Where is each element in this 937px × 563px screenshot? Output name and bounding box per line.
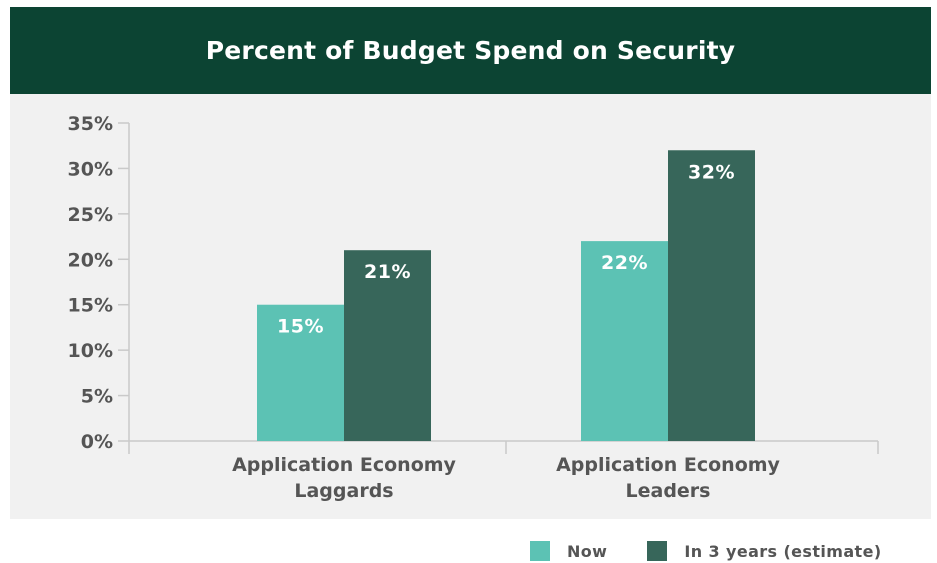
legend-swatch-now — [530, 541, 550, 561]
y-tick-label: 30% — [68, 158, 113, 180]
y-tick-label: 5% — [81, 386, 113, 408]
bar-data-label: 21% — [364, 261, 411, 283]
x-category-label: Leaders — [626, 480, 711, 502]
x-category-label: Application Economy — [232, 454, 456, 476]
y-tick-label: 35% — [68, 113, 113, 135]
y-tick-label: 20% — [68, 249, 113, 271]
legend-swatch-3-years — [647, 541, 668, 561]
bar-data-label: 15% — [277, 316, 324, 338]
chart-title: Percent of Budget Spend on Security — [205, 36, 736, 65]
y-tick-label: 10% — [68, 340, 113, 362]
bar-now — [257, 304, 344, 441]
x-category-label: Application Economy — [556, 454, 780, 476]
legend-item-3-years: In 3 years (estimate) — [647, 541, 881, 561]
chart-panel — [10, 94, 931, 519]
chart-legend: Now In 3 years (estimate) — [530, 541, 882, 561]
legend-item-now: Now — [530, 541, 607, 561]
legend-label-3-years: In 3 years (estimate) — [684, 541, 882, 561]
x-category-label: Laggards — [294, 480, 393, 502]
chart-header: Percent of Budget Spend on Security — [10, 7, 931, 94]
legend-label-now: Now — [567, 541, 608, 561]
bar-3-years — [668, 150, 755, 441]
y-tick-label: 0% — [81, 431, 113, 453]
bar-data-label: 32% — [688, 161, 735, 183]
y-tick-label: 15% — [68, 295, 113, 317]
bar-3-years — [344, 250, 431, 441]
bar-data-label: 22% — [601, 252, 648, 274]
y-tick-label: 25% — [68, 204, 113, 226]
bar-now — [581, 241, 668, 441]
